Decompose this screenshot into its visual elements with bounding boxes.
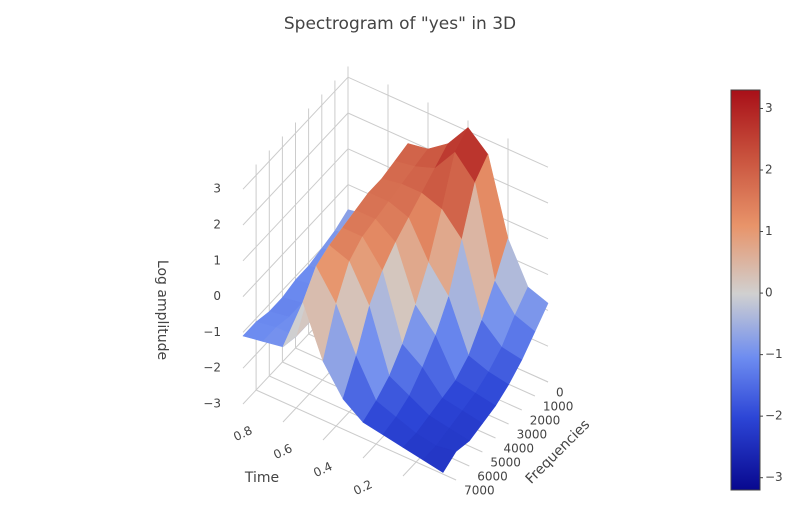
x-tick-label: 0.2 (351, 477, 374, 498)
y-tick-label: 6000 (477, 470, 508, 484)
colorbar-tick-label: −2 (765, 409, 783, 423)
y-tick-label: 1000 (543, 400, 574, 414)
z-tick-label: −3 (203, 397, 221, 411)
x-tick-label: 0.6 (271, 441, 294, 462)
y-tick-label: 3000 (517, 428, 548, 442)
y-tick-label: 0 (556, 386, 564, 400)
y-tick-label: 2000 (530, 414, 561, 428)
z-tick-label: 1 (213, 253, 221, 267)
y-tick-label: 7000 (464, 484, 495, 498)
colorbar-tick-label: 3 (765, 101, 773, 115)
z-tick-label: −1 (203, 325, 221, 339)
colorbar-tick-label: 1 (765, 224, 773, 238)
colorbar-tick-label: 0 (765, 286, 773, 300)
chart-title: Spectrogram of "yes" in 3D (284, 14, 516, 34)
surface-cell (422, 445, 457, 473)
y-tick-label: 5000 (490, 456, 521, 470)
z-tick-label: 3 (213, 182, 221, 196)
colorbar-tick-label: −1 (765, 347, 783, 361)
z-axis-title: Log amplitude (154, 260, 170, 360)
y-tick-label: 4000 (504, 442, 535, 456)
z-tick-label: 2 (213, 218, 221, 232)
z-tick-label: −2 (203, 361, 221, 375)
x-tick-label: 0.4 (311, 459, 334, 480)
grid-line (255, 164, 457, 481)
z-tick-label: 0 (213, 289, 221, 303)
x-tick-label: 0.8 (231, 423, 254, 444)
colorbar-tick-label: −3 (765, 470, 783, 484)
colorbar (730, 89, 761, 491)
colorbar-tick-label: 2 (765, 163, 773, 177)
x-axis-title: Time (244, 470, 279, 486)
